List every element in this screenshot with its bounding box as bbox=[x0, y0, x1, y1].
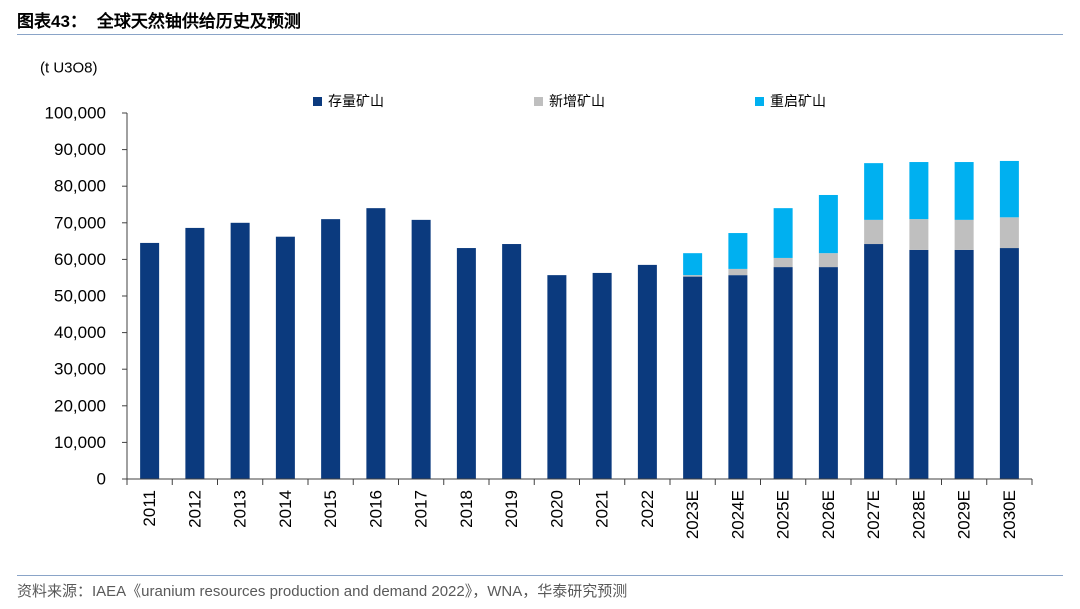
bar-existing-mines-2012 bbox=[185, 227, 205, 479]
legend-marker-new-mines bbox=[534, 97, 543, 106]
legend-marker-restarted-mines bbox=[755, 97, 764, 106]
bar-restarted-mines-2027E bbox=[864, 163, 884, 220]
bar-existing-mines-2028E bbox=[909, 249, 929, 479]
bar-existing-mines-2023E bbox=[683, 276, 703, 479]
bar-existing-mines-2018 bbox=[456, 248, 476, 479]
chart-title: 图表43： 全球天然铀供给历史及预测 bbox=[17, 7, 301, 32]
bar-existing-mines-2019 bbox=[502, 244, 522, 479]
x-tick-label: 2021 bbox=[593, 490, 612, 528]
x-tick-label: 2012 bbox=[185, 490, 204, 528]
bar-existing-mines-2017 bbox=[411, 219, 431, 479]
bar-restarted-mines-2025E bbox=[773, 208, 793, 258]
bar-existing-mines-2027E bbox=[864, 244, 884, 479]
legend-label-new-mines: 新增矿山 bbox=[549, 94, 605, 110]
legend-label-restarted-mines: 重启矿山 bbox=[770, 94, 826, 110]
bar-restarted-mines-2030E bbox=[999, 160, 1019, 218]
bar-existing-mines-2014 bbox=[275, 236, 295, 479]
bar-existing-mines-2022 bbox=[637, 264, 657, 479]
x-tick-label: 2024E bbox=[728, 490, 747, 539]
bar-restarted-mines-2026E bbox=[818, 194, 838, 254]
bar-existing-mines-2026E bbox=[818, 267, 838, 479]
bar-existing-mines-2013 bbox=[230, 222, 250, 480]
x-tick-label: 2023E bbox=[683, 490, 702, 539]
y-tick-label: 100,000 bbox=[45, 104, 106, 123]
y-tick-label: 60,000 bbox=[54, 250, 106, 269]
x-tick-label: 2019 bbox=[502, 490, 521, 528]
y-tick-label: 20,000 bbox=[54, 396, 106, 415]
y-tick-label: 50,000 bbox=[54, 287, 106, 306]
legend-marker-existing-mines bbox=[313, 97, 322, 106]
x-tick-label: 2018 bbox=[457, 490, 476, 528]
bar-existing-mines-2020 bbox=[547, 275, 567, 479]
legend-label-existing-mines: 存量矿山 bbox=[328, 94, 384, 110]
x-tick-label: 2028E bbox=[909, 490, 928, 539]
x-tick-label: 2011 bbox=[140, 490, 159, 527]
bar-existing-mines-2030E bbox=[999, 248, 1019, 479]
x-tick-label: 2015 bbox=[321, 490, 340, 528]
bar-existing-mines-2015 bbox=[321, 219, 341, 479]
bar-new-mines-2024E bbox=[728, 268, 748, 276]
x-tick-label: 2026E bbox=[819, 490, 838, 539]
bar-existing-mines-2016 bbox=[366, 208, 386, 479]
x-tick-label: 2029E bbox=[955, 490, 974, 539]
chart-title-text: 全球天然铀供给历史及预测 bbox=[96, 12, 301, 31]
legend-item-existing-mines: 存量矿山 bbox=[313, 94, 384, 110]
legend: 存量矿山 新增矿山 重启矿山 bbox=[313, 94, 826, 110]
x-axis: 2011 2012 2013 2014 2015 2016 2017 2018 2019 2020… bbox=[126, 478, 1033, 539]
bar-restarted-mines-2024E bbox=[728, 233, 748, 269]
y-tick-label: 40,000 bbox=[54, 323, 106, 342]
y-tick-label: 30,000 bbox=[54, 360, 106, 379]
x-tick-label: 2022 bbox=[638, 490, 657, 528]
source-note: 资料来源：IAEA《uranium resources production a… bbox=[17, 583, 628, 600]
bar-existing-mines-2025E bbox=[773, 267, 793, 479]
y-tick-label: 0 bbox=[97, 470, 106, 489]
x-tick-label: 2030E bbox=[1000, 490, 1019, 539]
bar-group bbox=[140, 160, 1019, 480]
bar-new-mines-2028E bbox=[909, 219, 929, 250]
bar-new-mines-2027E bbox=[864, 219, 884, 245]
bar-existing-mines-2021 bbox=[592, 272, 612, 479]
x-tick-label: 2013 bbox=[231, 490, 250, 528]
x-tick-label: 2027E bbox=[864, 490, 883, 539]
bar-restarted-mines-2023E bbox=[683, 253, 703, 276]
footer-divider bbox=[17, 575, 1063, 576]
y-tick-label: 90,000 bbox=[54, 140, 106, 159]
y-tick-label: 80,000 bbox=[54, 177, 106, 196]
y-axis-unit-label: (t U3O8) bbox=[40, 60, 98, 77]
figure-label: 图表43： bbox=[17, 12, 87, 31]
bar-new-mines-2025E bbox=[773, 257, 793, 268]
y-tick-label: 70,000 bbox=[54, 213, 106, 232]
legend-item-new-mines: 新增矿山 bbox=[534, 94, 605, 110]
y-axis: 0 10,000 20,000 30,000 40,000 50,000 60,000 70,… bbox=[45, 104, 128, 489]
legend-item-restarted-mines: 重启矿山 bbox=[755, 94, 826, 110]
bar-new-mines-2023E bbox=[683, 275, 703, 277]
title-divider bbox=[17, 34, 1063, 35]
x-tick-label: 2020 bbox=[547, 490, 566, 528]
bar-new-mines-2029E bbox=[954, 219, 974, 250]
bar-restarted-mines-2029E bbox=[954, 162, 974, 220]
bar-existing-mines-2024E bbox=[728, 275, 748, 479]
x-tick-label: 2017 bbox=[412, 490, 431, 528]
y-tick-label: 10,000 bbox=[54, 433, 106, 452]
x-tick-label: 2025E bbox=[774, 490, 793, 539]
x-tick-label: 2014 bbox=[276, 490, 295, 528]
bar-restarted-mines-2028E bbox=[909, 162, 929, 220]
bar-new-mines-2026E bbox=[818, 253, 838, 268]
x-tick-label: 2016 bbox=[366, 490, 385, 528]
bar-new-mines-2030E bbox=[999, 217, 1019, 249]
bar-existing-mines-2011 bbox=[140, 242, 160, 479]
bar-existing-mines-2029E bbox=[954, 249, 974, 479]
